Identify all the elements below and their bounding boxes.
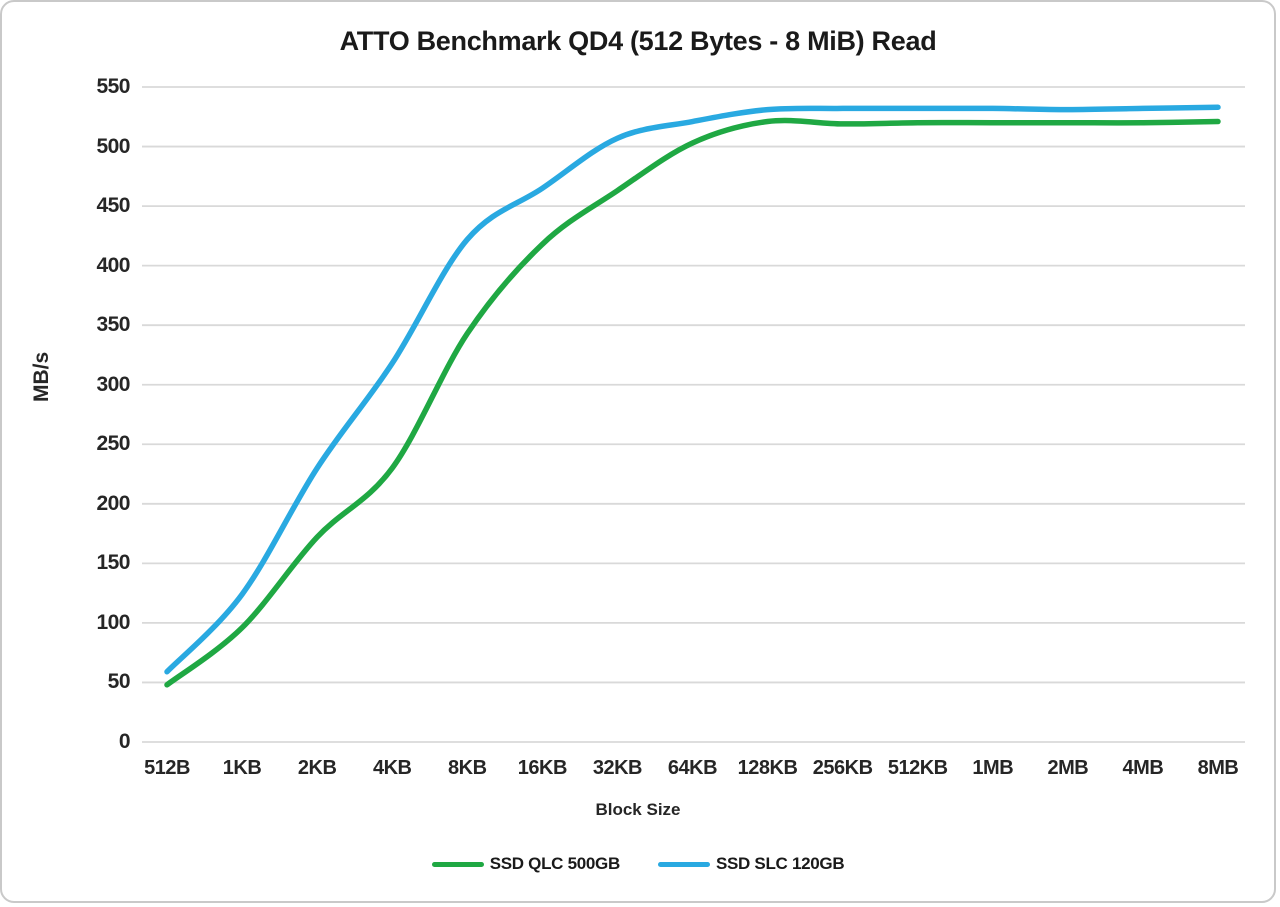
x-tick-label: 2MB [1047, 757, 1089, 779]
x-tick-label: 512KB [887, 757, 948, 779]
y-tick-label: 550 [96, 75, 130, 98]
y-tick-label: 450 [96, 194, 130, 218]
legend-item-1: SSD SLC 120GB [657, 854, 845, 874]
y-axis-title: MB/s [30, 351, 53, 402]
y-tick-label: 50 [107, 670, 131, 694]
legend-swatch-icon [657, 861, 710, 867]
x-tick-label: 32KB [592, 757, 643, 779]
series-line-0 [164, 117, 1221, 688]
x-axis-title: Block Size [595, 800, 681, 819]
y-tick-label: 0 [118, 730, 131, 753]
x-tick-label: 256KB [812, 757, 873, 779]
legend-label: SSD SLC 120GB [715, 854, 845, 873]
legend-label: SSD QLC 500GB [489, 854, 621, 873]
x-tick-label: 64KB [667, 757, 718, 779]
x-tick-label: 16KB [517, 757, 568, 779]
y-tick-label: 100 [96, 610, 130, 634]
x-tick-label: 128KB [737, 757, 798, 779]
x-tick-label: 1MB [972, 757, 1014, 779]
y-tick-label: 200 [96, 491, 130, 515]
y-tick-label: 250 [96, 432, 130, 456]
x-tick-label: 4KB [372, 757, 412, 779]
x-tick-label: 1KB [222, 757, 262, 779]
y-tick-label: 300 [96, 372, 130, 396]
legend-item-0: SSD QLC 500GB [431, 854, 621, 874]
x-tick-label: 4MB [1122, 757, 1164, 779]
chart-legend: SSD QLC 500GB SSD SLC 120GB [2, 854, 1274, 874]
y-tick-label: 500 [96, 134, 130, 158]
y-tick-label: 350 [96, 313, 130, 337]
x-tick-label: 512B [144, 757, 190, 779]
y-tick-label: 400 [96, 253, 130, 277]
y-tick-label: 150 [96, 551, 130, 575]
x-tick-label: 8MB [1197, 757, 1239, 779]
x-tick-label: 2KB [297, 757, 337, 779]
chart-title: ATTO Benchmark QD4 (512 Bytes - 8 MiB) R… [339, 26, 937, 56]
series-line-1 [164, 104, 1221, 675]
x-tick-label: 8KB [448, 757, 487, 779]
legend-swatch-icon [431, 861, 484, 867]
